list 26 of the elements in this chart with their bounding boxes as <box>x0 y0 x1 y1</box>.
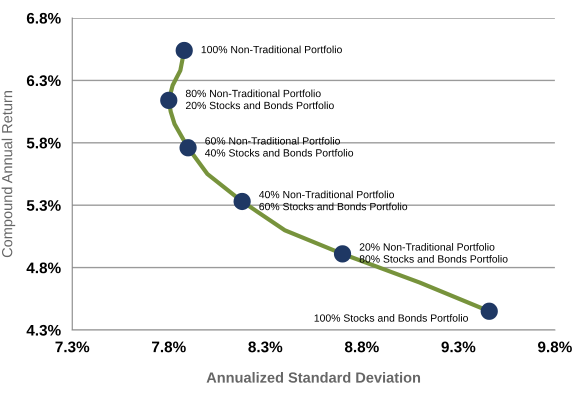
x-tick-label: 8.8% <box>344 342 379 352</box>
x-axis-title: Annualized Standard Deviation <box>206 372 420 383</box>
annotation: 20% Non-Traditional Portfolio 80% Stocks and Bonds Portfolio <box>360 243 508 263</box>
annotation: 40% Non-Traditional Portfolio 60% Stocks and Bonds Portfolio <box>259 190 408 210</box>
point <box>334 245 352 262</box>
y-tick-label: 5.8% <box>26 138 61 148</box>
y-tick-label: 6.8% <box>26 12 61 24</box>
point <box>480 302 498 320</box>
point <box>176 42 193 60</box>
x-tick-label: 7.8% <box>152 342 186 352</box>
point <box>160 92 178 109</box>
y-tick-label: 4.8% <box>26 262 61 274</box>
annotation: 100% Stocks and Bonds Portfolio <box>314 314 468 322</box>
y-axis-title: Compound Annual Return <box>2 91 16 258</box>
y-tick-label: 4.3% <box>26 324 61 336</box>
x-tick-label: 7.3% <box>55 342 90 352</box>
annotation: 80% Non-Traditional Portfolio 20% Stocks and Bonds Portfolio <box>186 90 334 110</box>
x-tick-label: 8.3% <box>248 342 282 352</box>
annotation: 100% Non-Traditional Portfolio <box>202 46 342 54</box>
x-tick-label: 9.8% <box>538 342 572 352</box>
x-tick-label: 9.3% <box>441 342 476 352</box>
point <box>179 139 197 156</box>
annotation: 60% Non-Traditional Portfolio 40% Stocks and Bonds Portfolio <box>204 136 354 157</box>
y-tick-label: 5.3% <box>26 200 61 211</box>
y-tick-label: 6.3% <box>26 75 61 86</box>
point <box>234 192 251 210</box>
